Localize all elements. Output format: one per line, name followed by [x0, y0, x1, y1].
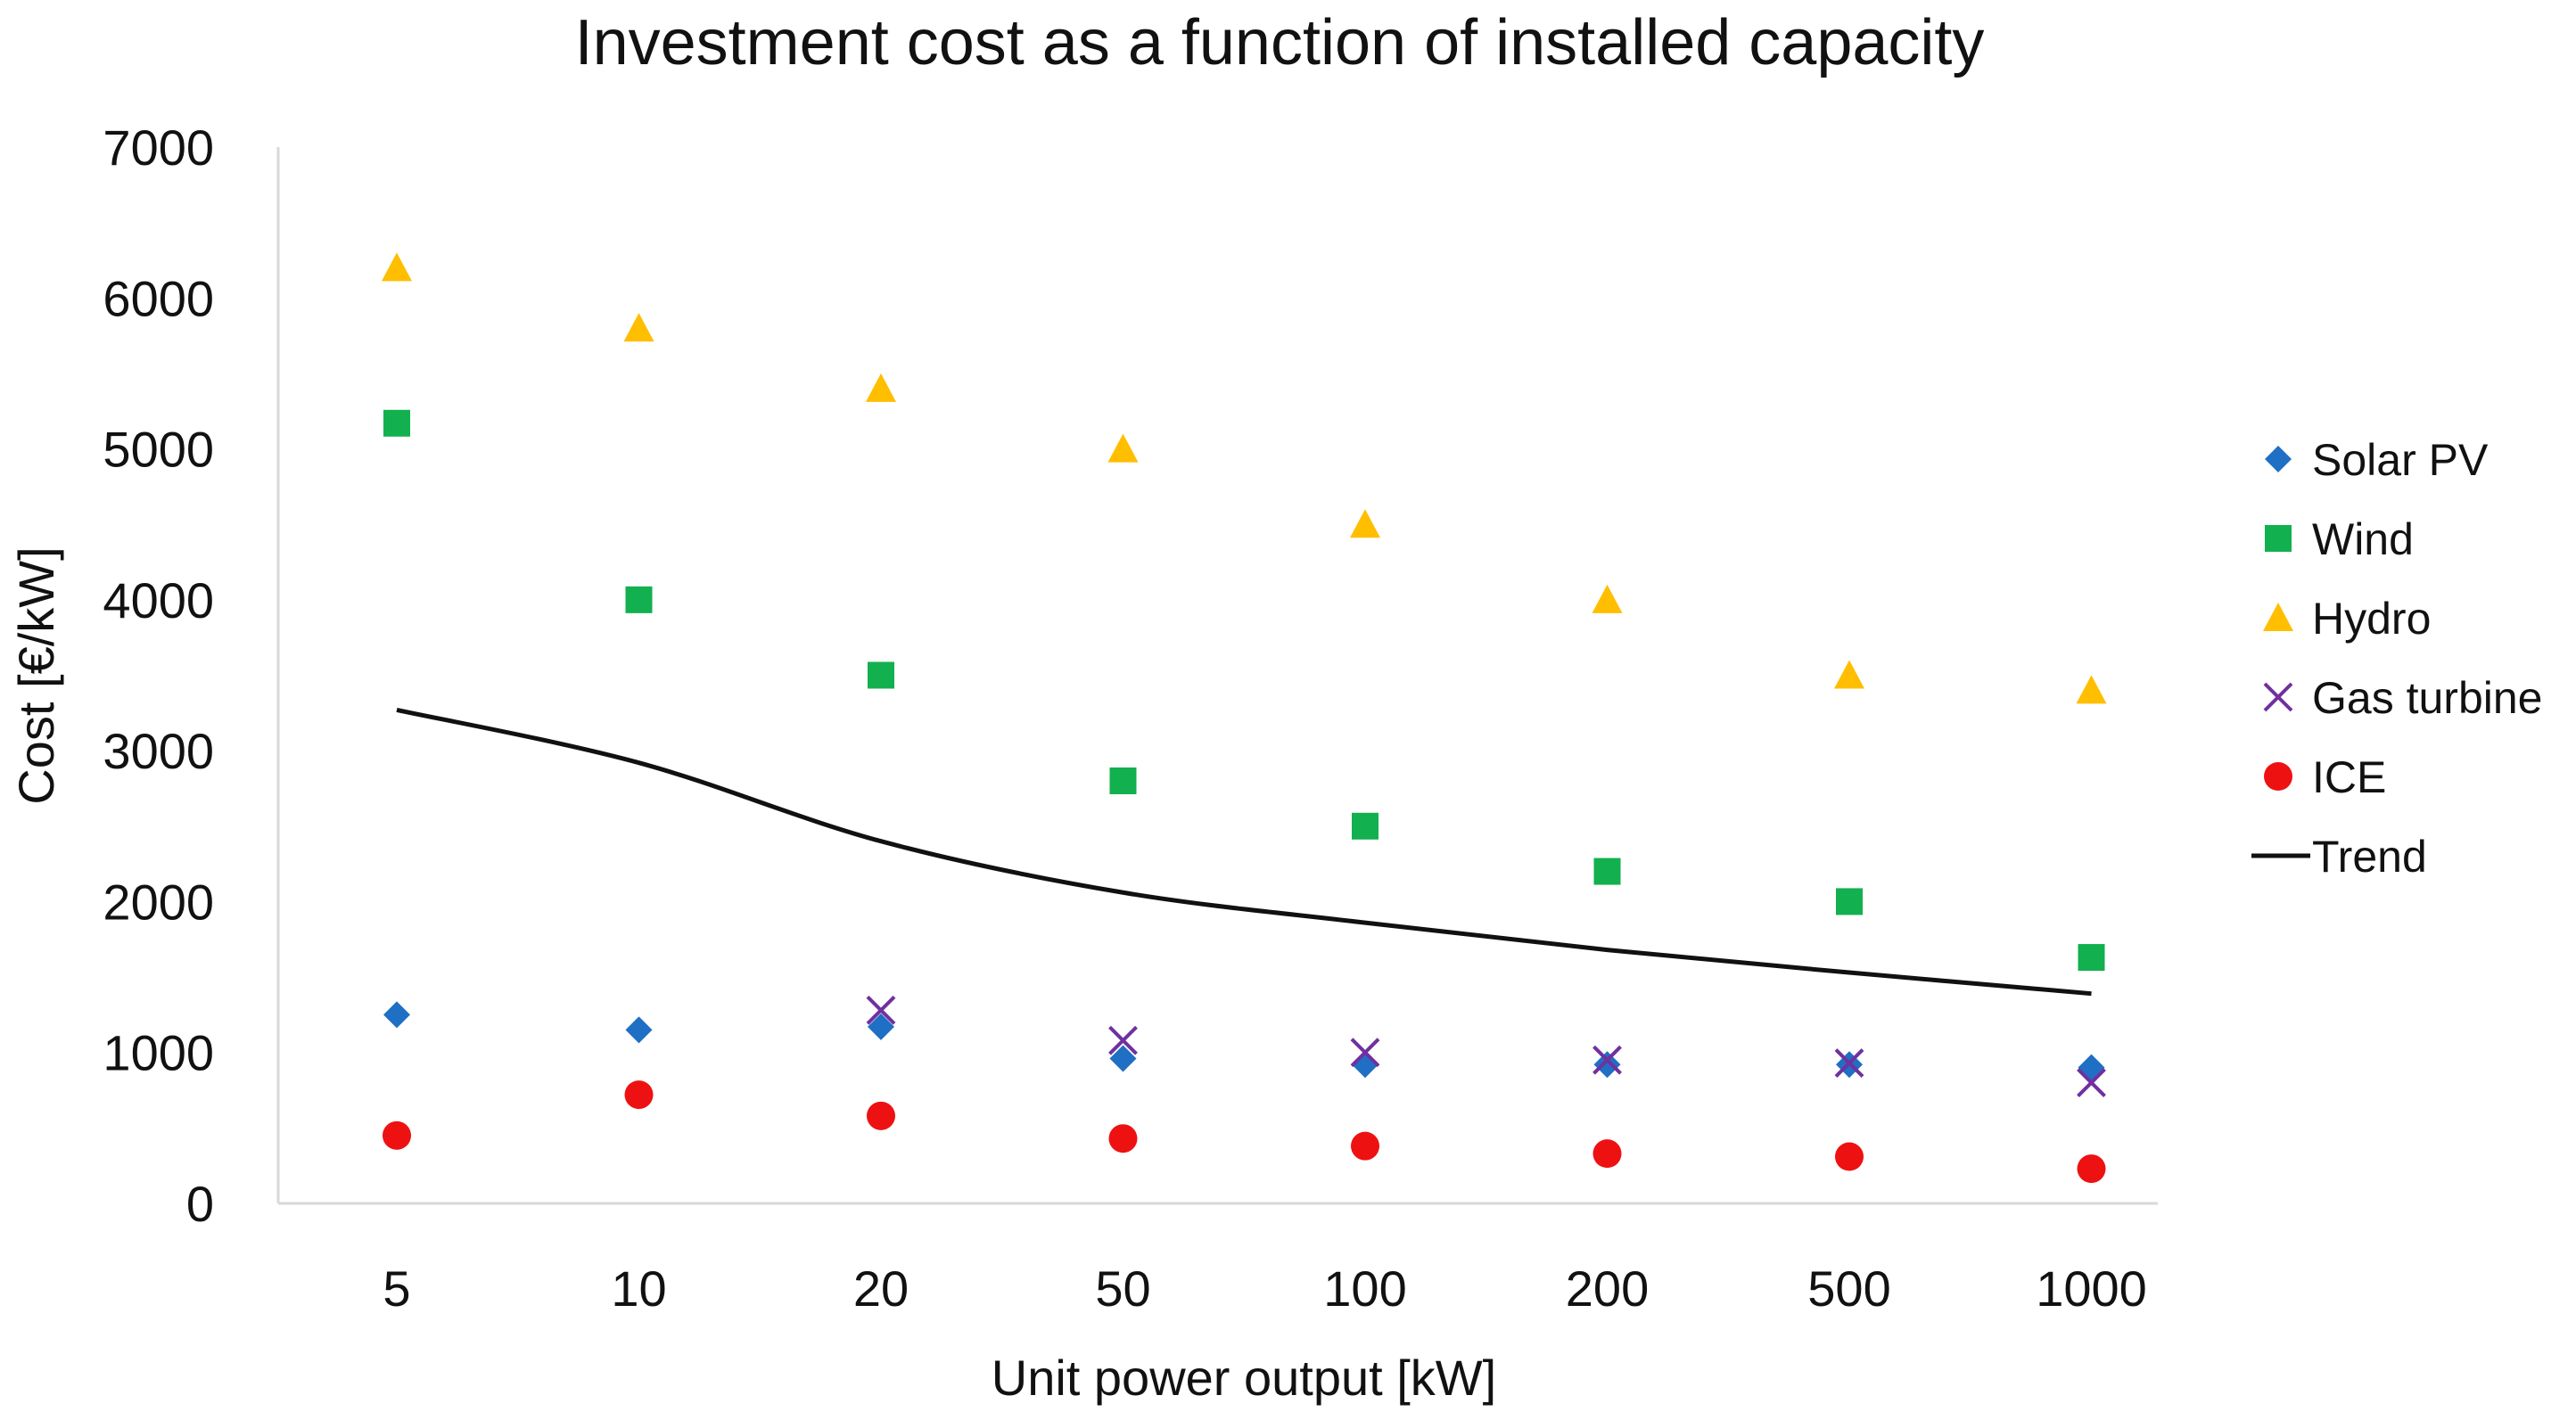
hydro-point [866, 373, 896, 402]
y-tick-label: 4000 [103, 572, 214, 628]
y-axis-title: Cost [€/kW] [8, 546, 64, 804]
x-tick-label: 20 [853, 1260, 909, 1317]
legend-label: Wind [2312, 514, 2414, 564]
x-tick-label: 5 [383, 1260, 410, 1317]
hydro-point [1350, 509, 1380, 538]
hydro-point [1834, 660, 1864, 689]
solar-pv-point [625, 1016, 653, 1044]
ice-point [1351, 1131, 1379, 1161]
x-tick-label: 1000 [2036, 1260, 2147, 1317]
legend-swatch [2263, 603, 2293, 631]
legend-label: Hydro [2312, 594, 2431, 644]
legend-entry: Trend [2251, 832, 2427, 882]
solar-pv-point [383, 1001, 410, 1029]
ice-point [1108, 1124, 1138, 1153]
legend-entry: Hydro [2263, 594, 2431, 644]
x-tick-label: 200 [1566, 1260, 1649, 1317]
ice-point [2077, 1154, 2106, 1184]
legend-swatch [2265, 446, 2292, 472]
solar-pv-point [1352, 1051, 1379, 1079]
y-tick-label: 7000 [103, 119, 214, 176]
gas-turbine-point [1350, 1038, 1380, 1068]
gas-turbine-point [2077, 1068, 2106, 1097]
hydro-point [2076, 675, 2107, 704]
hydro-point [382, 252, 412, 282]
gas-turbine-point [1108, 1025, 1138, 1055]
gas-turbine-point [1593, 1045, 1622, 1075]
y-tick-label: 1000 [103, 1025, 214, 1081]
y-tick-labels: 0 1000 2000 3000 4000 5000 6000 7000 [103, 119, 214, 1232]
x-tick-label: 50 [1095, 1260, 1150, 1317]
legend-label: ICE [2312, 752, 2386, 802]
solar-pv-point [1593, 1051, 1621, 1079]
x-tick-label: 100 [1323, 1260, 1406, 1317]
solar-pv-point [1109, 1045, 1137, 1072]
y-tick-label: 6000 [103, 270, 214, 326]
wind-point [383, 409, 410, 437]
legend-entry: Gas turbine [2263, 673, 2542, 723]
wind-point [1593, 858, 1621, 885]
chart-title: Investment cost as a function of install… [575, 7, 1985, 78]
x-axis-title: Unit power output [kW] [992, 1350, 1496, 1406]
legend-label: Trend [2312, 832, 2427, 882]
x-tick-label: 10 [611, 1260, 666, 1317]
y-tick-label: 0 [186, 1176, 214, 1232]
ice-point [1593, 1139, 1622, 1169]
solar-pv-point [2078, 1054, 2105, 1081]
legend-swatch [2263, 682, 2293, 712]
wind-point [625, 586, 653, 613]
solar-pv-point [868, 1013, 894, 1040]
wind-point [1836, 888, 1863, 915]
marker-layer [382, 252, 2107, 1184]
wind-point [1109, 767, 1137, 794]
legend-entry: ICE [2264, 752, 2386, 802]
legend-entry: Solar PV [2265, 435, 2489, 485]
ice-point [1835, 1142, 1864, 1171]
legend-swatch [2265, 525, 2292, 552]
ice-point [383, 1120, 411, 1150]
wind-point [868, 661, 894, 689]
y-tick-label: 2000 [103, 874, 214, 930]
wind-point [1352, 812, 1379, 840]
trend-line [396, 707, 2092, 997]
x-tick-label: 500 [1807, 1260, 1890, 1317]
trend-layer [396, 707, 2092, 997]
hydro-point [623, 313, 654, 342]
gas-turbine-point [866, 995, 896, 1025]
ice-point [867, 1101, 895, 1130]
hydro-point [1107, 433, 1139, 463]
x-tick-labels: 5 10 20 50 100 200 500 1000 [383, 1260, 2146, 1317]
wind-point [2078, 944, 2105, 972]
y-tick-label: 3000 [103, 723, 214, 779]
ice-point [624, 1080, 654, 1110]
legend: Solar PV Wind Hydro Gas turbine ICE Trend [2251, 435, 2542, 882]
legend-swatch [2264, 762, 2292, 791]
legend-label: Solar PV [2312, 435, 2489, 485]
legend-entry: Wind [2265, 514, 2414, 564]
legend-label: Gas turbine [2312, 673, 2542, 723]
hydro-point [1592, 584, 1623, 613]
gas-turbine-point [1834, 1048, 1864, 1078]
y-tick-label: 5000 [103, 422, 214, 478]
